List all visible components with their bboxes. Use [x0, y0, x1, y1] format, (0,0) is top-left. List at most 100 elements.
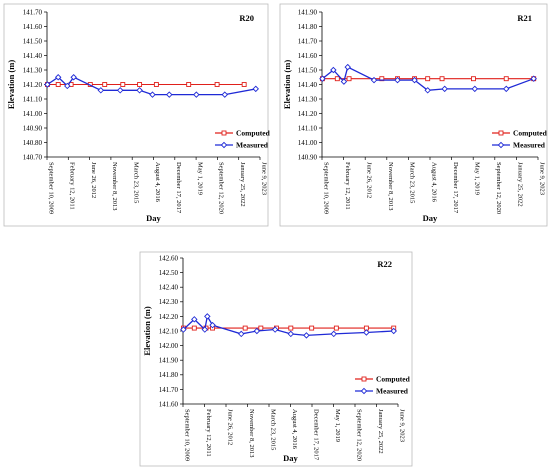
data-point-measured — [330, 66, 337, 74]
y-tick-label: 141.40 — [23, 52, 43, 60]
panel-frame — [3, 3, 269, 227]
data-point-measured — [344, 63, 351, 71]
data-point-measured — [287, 330, 295, 338]
x-tick-label: June 26, 2012 — [226, 409, 233, 445]
data-point-measured — [191, 316, 198, 323]
y-tick-label: 140.90 — [298, 153, 318, 161]
data-point-measured — [370, 76, 378, 84]
data-point-measured — [44, 81, 51, 88]
data-point-measured — [209, 321, 216, 329]
data-point-computed — [258, 325, 264, 331]
legend-marker-square — [361, 376, 367, 382]
x-tick-label: March 23, 2015 — [133, 162, 140, 203]
y-tick-label: 141.50 — [23, 37, 43, 45]
data-point-computed — [346, 76, 352, 82]
data-point-computed — [55, 82, 61, 87]
legend-label-computed: Computed — [376, 375, 411, 384]
y-tick-label: 141.70 — [23, 8, 43, 16]
data-point-computed — [425, 76, 431, 82]
x-tick-label: November 8, 2013 — [387, 162, 394, 211]
data-point-measured — [441, 85, 448, 93]
x-tick-label: June 26, 2012 — [366, 162, 373, 198]
panel-frame — [279, 3, 548, 227]
data-point-measured — [238, 330, 245, 338]
y-tick-label: 141.30 — [298, 95, 318, 103]
legend-marker-diamond — [360, 387, 368, 395]
data-point-computed — [333, 325, 339, 331]
x-tick-label: December 17, 2017 — [175, 162, 182, 214]
data-point-measured — [204, 313, 211, 320]
data-point-measured — [180, 326, 187, 333]
x-tick-label: May 1, 2019 — [196, 162, 203, 195]
x-tick-label: August 4, 2016 — [291, 409, 298, 450]
data-point-measured — [166, 91, 173, 98]
data-point-measured — [149, 91, 156, 98]
legend-marker-square — [498, 130, 504, 136]
x-tick-label: February 12, 2011 — [69, 162, 76, 210]
legend-label-measured: Measured — [513, 141, 546, 150]
data-point-measured — [390, 327, 397, 335]
data-point-measured — [471, 85, 479, 93]
chart-panel-r22: 141.60 141.70 141.80 141.90 142.00 142.10 142.… — [139, 251, 413, 467]
x-tick-label: June 9, 2023 — [538, 162, 545, 195]
x-tick-label: August 4, 2016 — [154, 162, 161, 203]
y-tick-label: 142.30 — [159, 298, 179, 306]
y-tick-label: 141.60 — [298, 52, 318, 60]
panel-title: R20 — [239, 13, 254, 23]
legend-marker-diamond — [497, 141, 505, 149]
data-point-measured — [271, 326, 279, 333]
data-point-computed — [214, 82, 220, 87]
y-tick-label: 141.20 — [298, 110, 318, 118]
chart-panel-r20: 140.70 140.80 140.90 141.00 141.10 141.20 141.… — [3, 3, 271, 227]
data-point-computed — [334, 76, 340, 82]
x-tick-label: June 26, 2012 — [90, 162, 97, 198]
y-tick-label: 142.00 — [159, 342, 179, 350]
y-tick-label: 141.10 — [23, 95, 43, 103]
data-point-measured — [319, 75, 326, 82]
data-point-computed — [120, 82, 126, 87]
y-tick-label: 141.10 — [298, 124, 318, 132]
data-point-computed — [242, 325, 248, 331]
x-tick-label: November 8, 2013 — [248, 409, 255, 458]
y-tick-label: 141.90 — [159, 357, 179, 365]
x-tick-label: September 12, 2020 — [495, 162, 502, 214]
x-tick-label: February 12, 2011 — [205, 409, 212, 457]
y-tick-label: 142.20 — [159, 313, 179, 321]
y-tick-label: 140.70 — [23, 153, 43, 161]
panel-title: R21 — [517, 13, 532, 23]
data-point-measured — [253, 327, 261, 335]
x-tick-label: January 25, 2022 — [377, 409, 384, 454]
y-tick-label: 141.20 — [23, 81, 43, 89]
x-tick-label: September 12, 2020 — [218, 162, 225, 214]
y-tick-label: 141.60 — [23, 23, 43, 31]
data-point-computed — [191, 325, 197, 331]
y-axis-title: Elevation (m) — [6, 60, 16, 110]
y-tick-label: 141.50 — [298, 66, 318, 74]
x-axis-title: Day — [423, 213, 438, 223]
data-point-computed — [503, 76, 509, 82]
data-point-measured — [363, 329, 370, 336]
x-tick-label: February 12, 2011 — [344, 162, 351, 210]
y-tick-label: 141.70 — [298, 37, 318, 45]
y-tick-label: 142.50 — [159, 269, 179, 277]
data-point-measured — [530, 75, 537, 82]
data-point-measured — [252, 85, 259, 93]
x-tick-label: November 8, 2013 — [111, 162, 118, 211]
x-tick-label: September 10, 2009 — [47, 162, 54, 214]
y-axis-title: Elevation (m) — [142, 306, 152, 356]
y-tick-label: 141.70 — [159, 386, 179, 394]
legend-label-measured: Measured — [236, 141, 269, 150]
data-point-measured — [330, 330, 337, 338]
data-point-measured — [503, 85, 510, 93]
data-point-measured — [54, 74, 62, 81]
data-point-measured — [64, 82, 71, 90]
y-tick-label: 141.90 — [298, 8, 318, 16]
data-point-measured — [136, 87, 143, 94]
x-tick-label: August 4, 2016 — [430, 162, 437, 203]
y-tick-label: 142.40 — [159, 284, 179, 292]
chart-panel-r21: 140.90 141.00 141.10 141.20 141.30 141.40 141.… — [279, 3, 548, 227]
legend-label-computed: Computed — [236, 129, 271, 138]
data-point-measured — [70, 74, 77, 81]
data-point-measured — [97, 87, 105, 94]
